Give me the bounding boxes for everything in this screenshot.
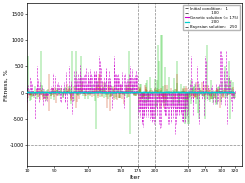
X-axis label: Iter: Iter <box>129 175 140 180</box>
Legend: Initial condition:   1,                  100, Genetic solution (= 175),         : Initial condition: 1, 100, Genetic solut… <box>183 5 240 30</box>
Y-axis label: Fitness, %: Fitness, % <box>3 69 9 101</box>
